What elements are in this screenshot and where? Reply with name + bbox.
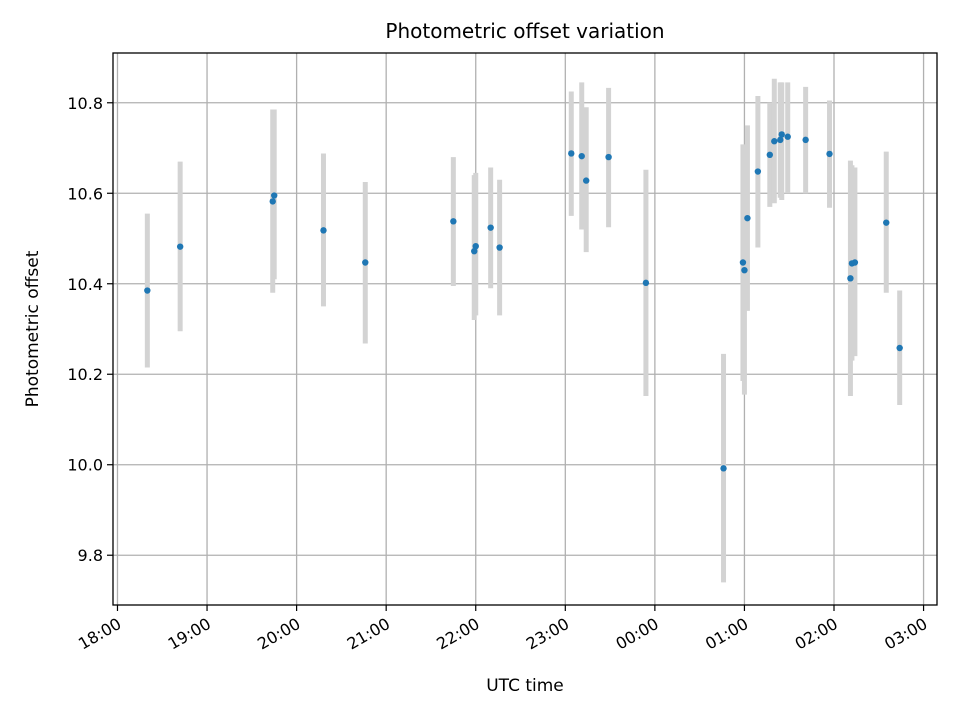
- data-point: [320, 227, 327, 234]
- data-point: [847, 275, 854, 282]
- x-tick-label: 22:00: [433, 614, 482, 654]
- x-axis-label: UTC time: [486, 676, 564, 696]
- x-tick-label: 18:00: [75, 614, 124, 654]
- data-point: [583, 177, 590, 184]
- grid-lines: [113, 53, 937, 605]
- y-tick-label: 10.8: [67, 94, 103, 113]
- data-point: [851, 259, 859, 266]
- y-tick-label: 10.0: [67, 456, 103, 475]
- x-tick-label: 02:00: [792, 614, 841, 654]
- y-axis-label: Photometric offset: [23, 250, 43, 407]
- x-axis-ticks: 18:00 19:00 20:00 21:00 22:00 23:00 00:00 01:00…: [75, 605, 931, 654]
- data-point: [471, 247, 478, 255]
- data-point: [739, 259, 747, 266]
- data-point: [605, 153, 612, 161]
- y-tick-label: 10.6: [67, 184, 103, 203]
- y-tick-label: 9.8: [78, 546, 103, 565]
- data-point: [744, 214, 751, 222]
- data-point: [362, 259, 369, 266]
- data-point: [176, 243, 184, 250]
- data-point: [642, 279, 650, 287]
- x-tick-label: 00:00: [612, 614, 661, 654]
- x-tick-label: 23:00: [523, 614, 572, 654]
- data-point: [568, 150, 575, 157]
- error-bars: [144, 78, 903, 583]
- data-point: [496, 244, 503, 251]
- data-point: [802, 136, 809, 144]
- data-point: [271, 192, 278, 199]
- data-point: [778, 131, 785, 138]
- x-tick-label: 01:00: [702, 614, 751, 654]
- plot-frame: [112, 52, 938, 606]
- data-point: [777, 136, 784, 144]
- data-point: [754, 168, 762, 175]
- x-tick-label: 03:00: [881, 614, 930, 654]
- chart-title: Photometric offset variation: [385, 19, 664, 43]
- x-tick-label: 19:00: [165, 614, 214, 654]
- data-point: [766, 151, 774, 159]
- data-point: [144, 287, 151, 294]
- data-point: [826, 150, 833, 158]
- data-point: [771, 138, 778, 145]
- data-point: [578, 152, 585, 160]
- data-point: [883, 219, 890, 226]
- y-tick-label: 10.2: [67, 365, 103, 384]
- data-point: [450, 218, 457, 225]
- data-point: [720, 465, 727, 472]
- data-point: [784, 133, 791, 140]
- y-axis-ticks: 9.8 10.0 10.2 10.4 10.6 10.8: [67, 94, 113, 565]
- data-points: [144, 131, 903, 472]
- data-point: [896, 344, 903, 352]
- data-point: [269, 198, 276, 205]
- x-tick-label: 20:00: [254, 614, 303, 654]
- data-point: [487, 224, 494, 231]
- data-point: [472, 243, 479, 250]
- data-point: [741, 266, 748, 274]
- y-tick-label: 10.4: [67, 275, 103, 294]
- x-tick-label: 21:00: [344, 614, 393, 654]
